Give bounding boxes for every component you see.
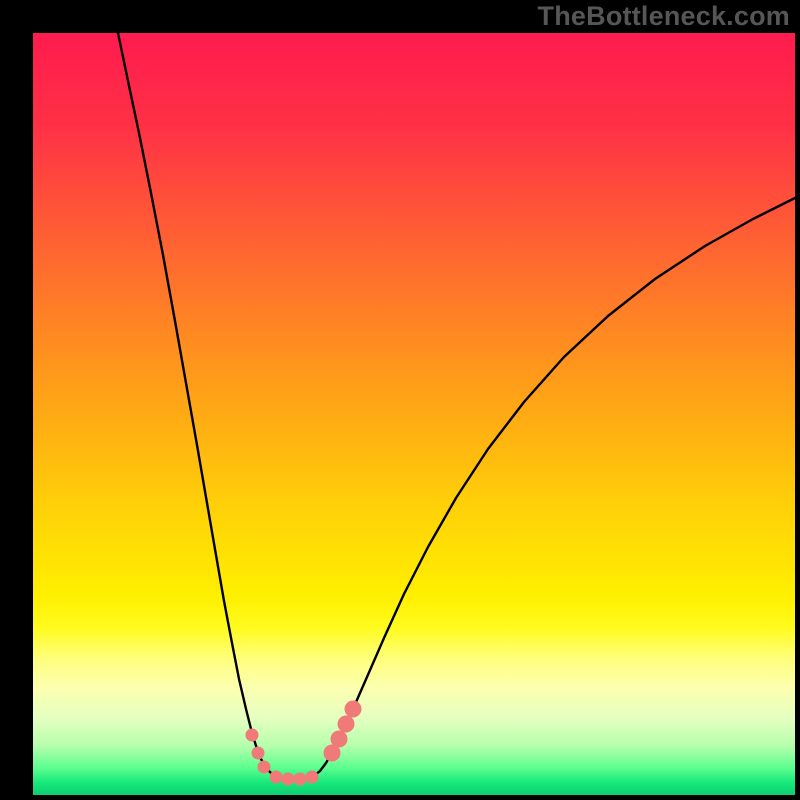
curve-marker: [252, 747, 265, 760]
watermark-text: TheBottleneck.com: [538, 0, 790, 33]
curve-marker: [331, 731, 348, 748]
plot-area: [33, 33, 795, 795]
curve-marker: [306, 771, 319, 784]
curve-marker: [246, 729, 259, 742]
border-left: [0, 0, 33, 800]
border-bottom: [0, 795, 800, 800]
curve-marker: [338, 716, 355, 733]
curve-marker: [270, 771, 283, 784]
marker-group: [246, 701, 362, 786]
curve-marker: [294, 773, 307, 786]
curve-marker: [258, 761, 271, 774]
bottleneck-curve-svg: [33, 33, 795, 795]
border-right: [795, 0, 800, 800]
chart-frame: TheBottleneck.com: [0, 0, 800, 800]
curve-marker: [345, 701, 362, 718]
curve-marker: [282, 773, 295, 786]
bottleneck-curve-path: [118, 33, 795, 780]
